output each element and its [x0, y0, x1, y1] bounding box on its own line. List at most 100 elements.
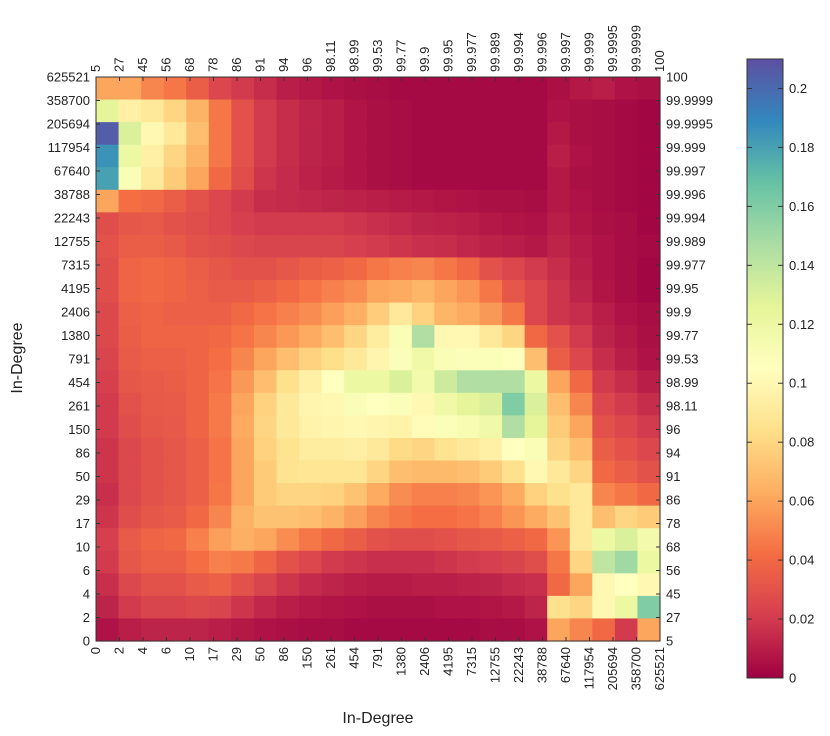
heatmap-cell	[344, 392, 368, 416]
heatmap-cell	[366, 234, 390, 259]
heatmap-cell	[96, 392, 120, 416]
heatmap-cell	[231, 280, 255, 304]
heatmap-cell	[208, 437, 232, 462]
y-right-tick-label: 99.997	[666, 164, 706, 179]
heatmap-cell	[524, 505, 548, 529]
heatmap-cell	[253, 144, 278, 168]
heatmap-cell	[479, 347, 503, 371]
heatmap-cell	[524, 257, 548, 281]
heatmap-cell	[434, 460, 458, 484]
heatmap-cell	[434, 189, 458, 213]
heatmap-cell	[344, 370, 368, 394]
heatmap-cell	[569, 392, 593, 416]
heatmap-cell	[96, 167, 120, 191]
heatmap-cell	[479, 77, 503, 101]
heatmap-cell	[456, 234, 481, 259]
heatmap-cell	[253, 122, 278, 146]
heatmap-cell	[547, 212, 571, 236]
colorbar-tick-label: 0.14	[789, 258, 814, 273]
heatmap-cell	[479, 528, 503, 552]
heatmap-cell	[389, 618, 413, 642]
heatmap-cell	[411, 99, 435, 123]
x-axis-label: In-Degree	[342, 710, 413, 727]
heatmap-cell	[434, 437, 458, 462]
x-bottom-tick-label: 454	[347, 647, 362, 669]
y-left-tick-label: 4195	[61, 281, 90, 296]
heatmap-cell	[434, 415, 458, 439]
heatmap-cell	[208, 234, 232, 259]
heatmap-cell	[276, 392, 300, 416]
heatmap-cell	[96, 528, 120, 552]
heatmap-cell	[208, 212, 232, 236]
heatmap-cell	[141, 437, 165, 462]
heatmap-cell	[276, 415, 300, 439]
y-left-tick-label: 2406	[61, 305, 90, 320]
heatmap-cell	[456, 550, 481, 574]
heatmap-cell	[231, 618, 255, 642]
heatmap-cell	[456, 189, 481, 213]
heatmap-cell	[276, 99, 300, 123]
x-bottom-tick-label: 2	[112, 647, 127, 654]
heatmap-cell	[547, 483, 571, 507]
heatmap-cell	[614, 550, 639, 574]
heatmap-cell	[637, 370, 661, 394]
heatmap-cell	[547, 167, 571, 191]
heatmap-cell	[614, 234, 639, 259]
heatmap-cell	[141, 618, 165, 642]
y-right-tick-label: 99.9999	[666, 93, 713, 108]
y-right-tick-label: 99.999	[666, 140, 706, 155]
heatmap-cell	[96, 122, 120, 146]
x-bottom-tick-label: 791	[370, 647, 385, 669]
heatmap-cell	[479, 595, 503, 620]
heatmap-cell	[163, 99, 187, 123]
heatmap-cell	[456, 212, 481, 236]
y-right-tick-label: 56	[666, 563, 680, 578]
heatmap-cell	[502, 144, 526, 168]
x-bottom-tick-label: 7315	[464, 647, 479, 676]
heatmap-cell	[96, 370, 120, 394]
heatmap-cell	[479, 234, 503, 259]
heatmap-cell	[614, 573, 639, 597]
heatmap-cell	[569, 212, 593, 236]
heatmap-cell	[208, 595, 232, 620]
heatmap-cell	[411, 347, 435, 371]
heatmap-cell	[321, 437, 345, 462]
heatmap-cell	[163, 483, 187, 507]
heatmap-cell	[592, 257, 616, 281]
heatmap-cell	[344, 595, 368, 620]
heatmap-cell	[186, 167, 210, 191]
heatmap-cell	[411, 167, 435, 191]
heatmap-cell	[186, 144, 210, 168]
heatmap-cell	[186, 325, 210, 349]
x-bottom-tick-label: 150	[300, 647, 315, 669]
heatmap-cell	[592, 437, 616, 462]
heatmap-cell	[299, 212, 323, 236]
heatmap-cell	[344, 618, 368, 642]
heatmap-cell	[208, 144, 232, 168]
heatmap-cell	[186, 550, 210, 574]
y-right-tick-label: 91	[666, 469, 680, 484]
heatmap-cell	[411, 77, 435, 101]
heatmap-cell	[299, 302, 323, 326]
heatmap-cell	[299, 550, 323, 574]
colorbar-tick-label: 0	[789, 671, 796, 686]
heatmap-cell	[592, 347, 616, 371]
heatmap-cell	[592, 392, 616, 416]
heatmap-cell	[524, 595, 548, 620]
heatmap-cell	[366, 257, 390, 281]
heatmap-cell	[96, 302, 120, 326]
heatmap-cell	[321, 460, 345, 484]
heatmap-cell	[186, 595, 210, 620]
heatmap-cell	[366, 122, 390, 146]
heatmap-cell	[118, 618, 142, 642]
heatmap-cell	[524, 392, 548, 416]
heatmap-cell	[253, 77, 278, 101]
heatmap-cell	[208, 99, 232, 123]
heatmap-cell	[141, 483, 165, 507]
heatmap-cell	[502, 415, 526, 439]
heatmap-cell	[186, 573, 210, 597]
heatmap-cell	[456, 347, 481, 371]
heatmap-cell	[479, 392, 503, 416]
heatmap-cell	[389, 595, 413, 620]
heatmap-cell	[186, 280, 210, 304]
